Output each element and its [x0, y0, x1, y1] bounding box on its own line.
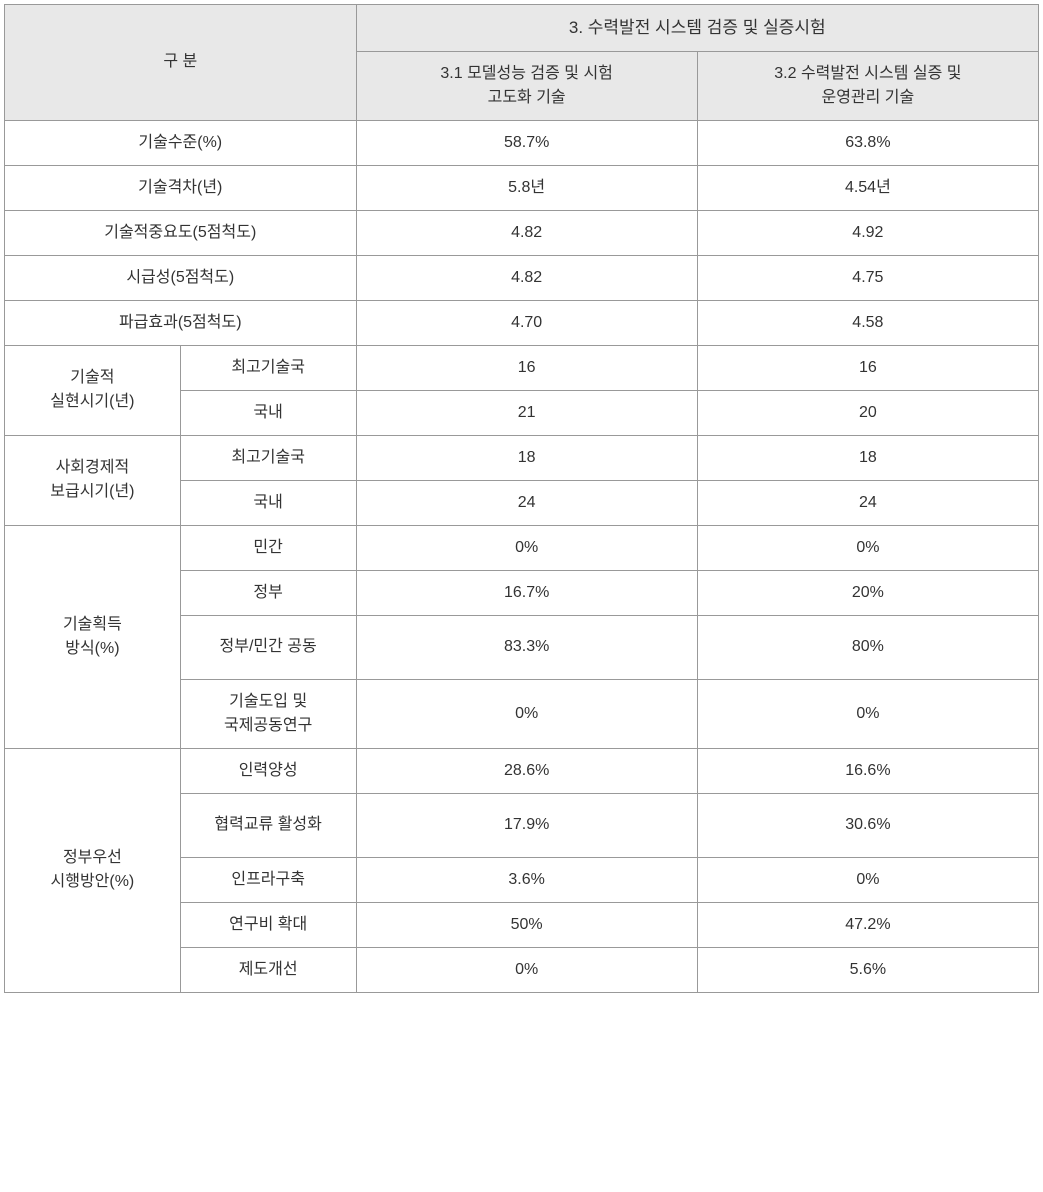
cell-value: 16.6% [697, 748, 1038, 793]
table-row: 시급성(5점척도) 4.82 4.75 [5, 255, 1039, 300]
cell-value: 0% [697, 525, 1038, 570]
cell-value: 18 [697, 435, 1038, 480]
row-label: 기술적중요도(5점척도) [5, 210, 357, 255]
cell-value: 63.8% [697, 120, 1038, 165]
cell-value: 47.2% [697, 902, 1038, 947]
cell-value: 4.58 [697, 300, 1038, 345]
row-label-group: 사회경제적보급시기(년) [5, 435, 181, 525]
row-label: 기술수준(%) [5, 120, 357, 165]
table-row: 기술수준(%) 58.7% 63.8% [5, 120, 1039, 165]
table-row: 사회경제적보급시기(년) 최고기술국 18 18 [5, 435, 1039, 480]
cell-value: 16 [697, 345, 1038, 390]
cell-value: 28.6% [356, 748, 697, 793]
table-row: 파급효과(5점척도) 4.70 4.58 [5, 300, 1039, 345]
cell-value: 24 [697, 480, 1038, 525]
row-label-group: 정부우선시행방안(%) [5, 748, 181, 992]
row-sublabel: 국내 [180, 480, 356, 525]
table-row: 기술격차(년) 5.8년 4.54년 [5, 165, 1039, 210]
col-header-2: 3.2 수력발전 시스템 실증 및운영관리 기술 [697, 51, 1038, 120]
table-row: 기술획득방식(%) 민간 0% 0% [5, 525, 1039, 570]
cell-value: 0% [697, 857, 1038, 902]
cell-value: 17.9% [356, 793, 697, 857]
cell-value: 16 [356, 345, 697, 390]
row-sublabel: 협력교류 활성화 [180, 793, 356, 857]
cell-value: 50% [356, 902, 697, 947]
cell-value: 5.8년 [356, 165, 697, 210]
row-sublabel: 연구비 확대 [180, 902, 356, 947]
cell-value: 21 [356, 390, 697, 435]
cell-value: 0% [697, 679, 1038, 748]
row-label-group: 기술획득방식(%) [5, 525, 181, 748]
cell-value: 30.6% [697, 793, 1038, 857]
row-label: 시급성(5점척도) [5, 255, 357, 300]
table-row: 정부우선시행방안(%) 인력양성 28.6% 16.6% [5, 748, 1039, 793]
cell-value: 0% [356, 525, 697, 570]
cell-value: 5.6% [697, 947, 1038, 992]
cell-value: 16.7% [356, 570, 697, 615]
cell-value: 0% [356, 679, 697, 748]
cell-value: 3.6% [356, 857, 697, 902]
row-sublabel: 최고기술국 [180, 435, 356, 480]
cell-value: 58.7% [356, 120, 697, 165]
row-sublabel: 민간 [180, 525, 356, 570]
row-label: 파급효과(5점척도) [5, 300, 357, 345]
cell-value: 4.82 [356, 255, 697, 300]
cell-value: 24 [356, 480, 697, 525]
row-sublabel: 인프라구축 [180, 857, 356, 902]
data-table: 구 분 3. 수력발전 시스템 검증 및 실증시험 3.1 모델성능 검증 및 … [4, 4, 1039, 993]
cell-value: 0% [356, 947, 697, 992]
row-sublabel: 정부/민간 공동 [180, 615, 356, 679]
cell-value: 83.3% [356, 615, 697, 679]
cell-value: 80% [697, 615, 1038, 679]
cell-value: 4.92 [697, 210, 1038, 255]
row-sublabel: 최고기술국 [180, 345, 356, 390]
table-row: 기술적중요도(5점척도) 4.82 4.92 [5, 210, 1039, 255]
cell-value: 4.82 [356, 210, 697, 255]
row-sublabel: 제도개선 [180, 947, 356, 992]
cell-value: 4.54년 [697, 165, 1038, 210]
row-sublabel: 인력양성 [180, 748, 356, 793]
table-row: 기술적실현시기(년) 최고기술국 16 16 [5, 345, 1039, 390]
row-sublabel: 국내 [180, 390, 356, 435]
cell-value: 20% [697, 570, 1038, 615]
cell-value: 4.70 [356, 300, 697, 345]
row-sublabel: 기술도입 및국제공동연구 [180, 679, 356, 748]
group-header: 3. 수력발전 시스템 검증 및 실증시험 [356, 5, 1038, 52]
header-row-1: 구 분 3. 수력발전 시스템 검증 및 실증시험 [5, 5, 1039, 52]
row-label-group: 기술적실현시기(년) [5, 345, 181, 435]
row-header-label: 구 분 [5, 5, 357, 121]
cell-value: 18 [356, 435, 697, 480]
cell-value: 4.75 [697, 255, 1038, 300]
row-sublabel: 정부 [180, 570, 356, 615]
cell-value: 20 [697, 390, 1038, 435]
row-label: 기술격차(년) [5, 165, 357, 210]
col-header-1: 3.1 모델성능 검증 및 시험고도화 기술 [356, 51, 697, 120]
